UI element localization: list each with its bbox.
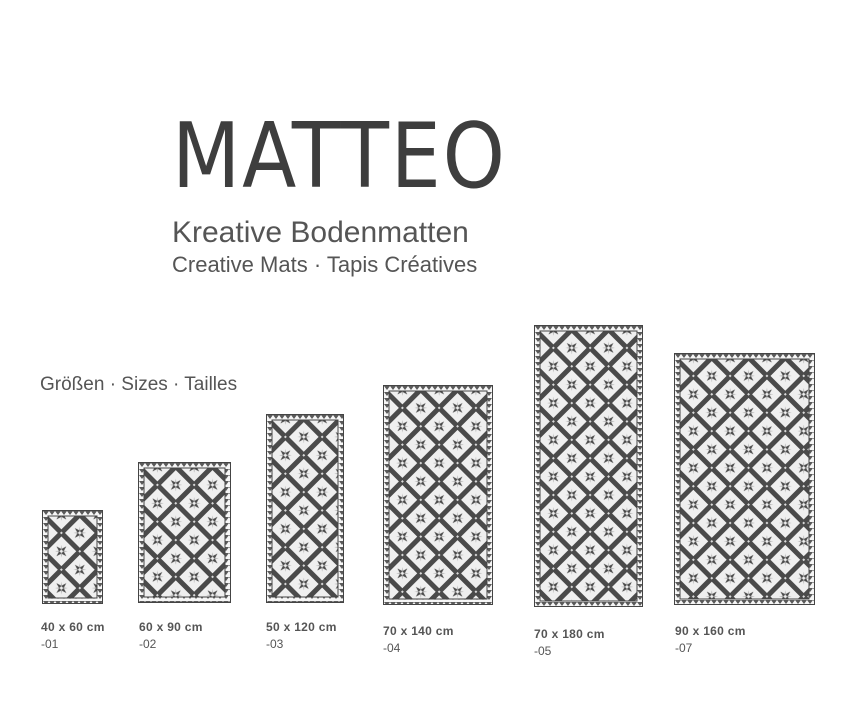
mat-pattern: [384, 386, 492, 604]
mat-pattern: [43, 511, 102, 603]
mat-pattern: [675, 354, 814, 604]
mat-preview-07[interactable]: [674, 353, 815, 605]
mat-preview-03[interactable]: [266, 414, 344, 603]
mat-preview-02[interactable]: [138, 462, 231, 603]
size-label-03: 50 x 120 cm: [266, 620, 337, 634]
mat-pattern: [267, 415, 343, 602]
subtitle-multilingual: Creative Mats · Tapis Créatives: [172, 252, 478, 277]
code-label-02: -02: [139, 637, 157, 651]
subtitle-german: Kreative Bodenmatten: [172, 216, 469, 249]
size-label-04: 70 x 140 cm: [383, 624, 454, 638]
mat-pattern: [139, 463, 230, 602]
code-label-05: -05: [534, 644, 552, 658]
mat-pattern: [535, 326, 642, 606]
size-label-02: 60 x 90 cm: [139, 620, 203, 634]
size-label-07: 90 x 160 cm: [675, 624, 746, 638]
code-label-04: -04: [383, 641, 401, 655]
brand-title: MATTEO: [172, 104, 507, 209]
sizes-heading: Größen · Sizes · Tailles: [40, 374, 238, 395]
code-label-07: -07: [675, 641, 693, 655]
size-label-01: 40 x 60 cm: [41, 620, 105, 634]
size-label-05: 70 x 180 cm: [534, 627, 605, 641]
mat-preview-01[interactable]: [42, 510, 103, 604]
mat-preview-04[interactable]: [383, 385, 493, 605]
mat-preview-05[interactable]: [534, 325, 643, 607]
code-label-01: -01: [41, 637, 59, 651]
code-label-03: -03: [266, 637, 284, 651]
